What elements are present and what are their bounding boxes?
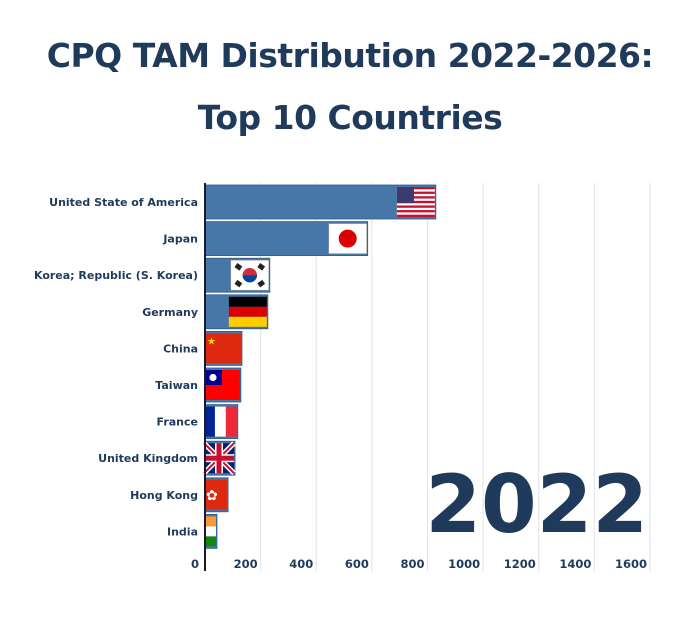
bar-4: ★ xyxy=(204,330,243,366)
category-label: Germany xyxy=(142,306,198,319)
x-tick-labels: 0 200 400 600 800 1000 1200 1400 1600 xyxy=(191,557,647,571)
bar-3 xyxy=(204,294,269,330)
category-labels: United State of America Japan Korea; Repub… xyxy=(34,196,198,538)
x-tick-label: 800 xyxy=(400,557,424,571)
bar-8: ✿ xyxy=(204,477,229,513)
x-tick-label: 1600 xyxy=(615,557,647,571)
uk-flag-icon xyxy=(202,441,236,475)
us-flag-icon xyxy=(396,187,435,217)
bar-0 xyxy=(204,184,437,220)
germany-flag-icon xyxy=(228,296,267,327)
chart-title-line2: Top 10 Countries xyxy=(197,98,503,137)
china-flag-icon: ★ xyxy=(204,333,241,364)
chart-title-line1: CPQ TAM Distribution 2022-2026: xyxy=(46,36,654,75)
india-flag-icon xyxy=(204,516,216,547)
bar-2 xyxy=(204,257,271,293)
category-label: Hong Kong xyxy=(130,489,198,502)
svg-text:✿: ✿ xyxy=(206,488,218,504)
year-label: 2022 xyxy=(425,458,648,551)
bar-6 xyxy=(204,404,239,440)
hongkong-flag-icon: ✿ xyxy=(204,479,228,510)
x-tick-label: 1400 xyxy=(559,557,591,571)
category-label: Japan xyxy=(162,233,198,246)
x-tick-label: 0 xyxy=(191,557,199,571)
bars: ★✿ xyxy=(202,184,437,549)
category-label: United Kingdom xyxy=(98,452,198,465)
france-flag-icon xyxy=(204,406,237,437)
category-label: Korea; Republic (S. Korea) xyxy=(34,269,198,282)
bar-7 xyxy=(202,440,236,476)
japan-flag-icon xyxy=(328,223,367,254)
x-tick-label: 200 xyxy=(234,557,258,571)
category-label: United State of America xyxy=(49,196,198,209)
category-label: Taiwan xyxy=(155,379,198,392)
gridlines xyxy=(260,183,651,571)
bar-1 xyxy=(204,221,369,257)
x-tick-label: 400 xyxy=(289,557,313,571)
bar-5 xyxy=(204,367,242,403)
category-label: India xyxy=(167,525,198,538)
korea-flag-icon xyxy=(230,259,270,291)
category-label: France xyxy=(157,416,198,429)
x-tick-label: 1000 xyxy=(448,557,480,571)
taiwan-flag-icon xyxy=(204,370,240,400)
x-tick-label: 1200 xyxy=(504,557,536,571)
svg-text:★: ★ xyxy=(207,336,216,347)
category-label: China xyxy=(163,342,198,355)
x-tick-label: 600 xyxy=(345,557,369,571)
